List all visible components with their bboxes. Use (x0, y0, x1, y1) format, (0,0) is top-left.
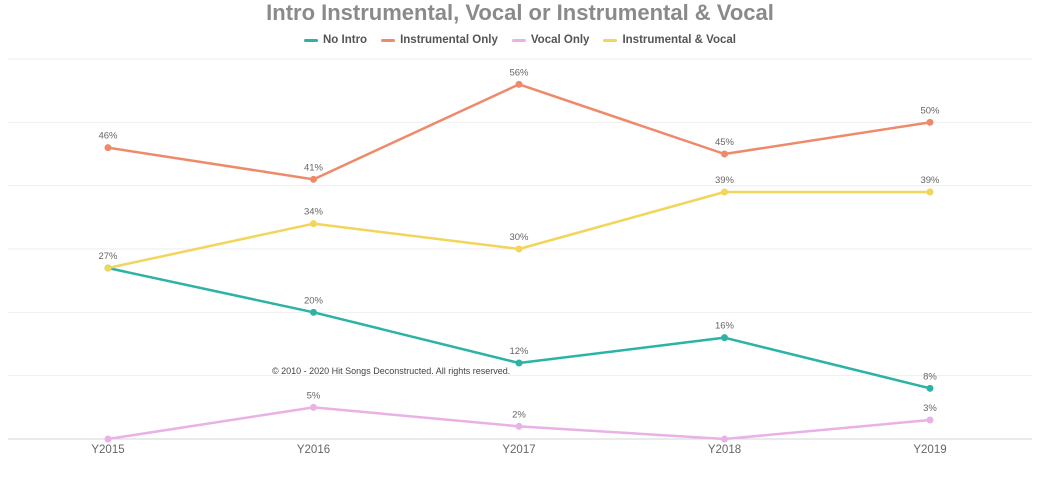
x-tick-label: Y2016 (297, 444, 330, 456)
data-point-no-intro (310, 308, 317, 316)
legend-item-instrumental-only[interactable]: Instrumental Only (381, 34, 498, 46)
data-label-instrumental-only: 45% (715, 137, 735, 148)
x-tick-label: Y2019 (913, 444, 946, 456)
data-label-instrumental-only: 56% (509, 67, 529, 78)
data-label-vocal-only: 5% (307, 390, 321, 401)
data-label-instrumental-and-vocal: 27% (98, 251, 118, 262)
data-point-instrumental-and-vocal (310, 220, 317, 228)
data-label-instrumental-and-vocal: 30% (509, 232, 529, 243)
data-label-instrumental-only: 50% (920, 105, 940, 116)
series-line-instrumental-only (107, 83, 931, 181)
data-point-instrumental-and-vocal (721, 188, 728, 196)
data-label-instrumental-only: 46% (98, 131, 118, 142)
legend-swatch-vocal-only (511, 38, 526, 42)
legend-swatch-instrumental-only (381, 38, 396, 42)
chart-title: Intro Instrumental, Vocal or Instrumenta… (266, 0, 774, 25)
series-line-instrumental-and-vocal (107, 190, 930, 270)
data-point-no-intro (926, 384, 934, 392)
data-label-instrumental-and-vocal: 39% (715, 175, 735, 186)
data-point-instrumental-and-vocal (926, 188, 934, 196)
data-point-instrumental-and-vocal (515, 245, 523, 253)
data-label-vocal-only: 3% (923, 403, 937, 414)
x-tick-label: Y2017 (502, 444, 535, 456)
copyright-watermark: © 2010 - 2020 Hit Songs Deconstructed. A… (272, 366, 511, 376)
data-label-vocal-only: 2% (512, 409, 526, 420)
data-point-vocal-only (310, 403, 317, 411)
data-label-no-intro: 8% (923, 371, 937, 382)
data-label-no-intro: 20% (304, 295, 324, 306)
legend-swatch-no-intro (304, 38, 318, 42)
data-label-no-intro: 16% (715, 321, 735, 332)
legend-label-vocal-only: Vocal Only (530, 34, 590, 46)
series-line-no-intro (107, 266, 931, 390)
data-point-no-intro (515, 359, 523, 367)
data-point-vocal-only (721, 435, 728, 443)
legend-label-instrumental-vocal: Instrumental & Vocal (622, 34, 736, 46)
data-point-instrumental-and-vocal (104, 264, 112, 272)
legend: No Intro Instrumental Only Vocal Only In… (0, 34, 1040, 46)
data-point-instrumental-only (926, 118, 934, 126)
data-point-vocal-only (926, 416, 934, 424)
data-point-instrumental-only (721, 150, 728, 158)
data-point-instrumental-only (104, 144, 112, 152)
data-point-no-intro (721, 334, 728, 342)
x-tick-label: Y2018 (708, 444, 741, 456)
data-point-vocal-only (515, 422, 523, 430)
legend-item-instrumental-vocal[interactable]: Instrumental & Vocal (603, 34, 736, 46)
data-label-no-intro: 12% (509, 346, 529, 357)
legend-item-no-intro[interactable]: No Intro (304, 34, 367, 46)
data-point-instrumental-only (310, 175, 317, 183)
data-point-vocal-only (104, 435, 112, 443)
legend-label-instrumental-only: Instrumental Only (400, 34, 498, 46)
x-tick-label: Y2015 (91, 444, 124, 456)
data-label-instrumental-and-vocal: 34% (304, 207, 324, 218)
legend-item-vocal-only[interactable]: Vocal Only (511, 34, 590, 46)
data-point-instrumental-only (515, 80, 523, 88)
data-label-instrumental-and-vocal: 39% (920, 175, 940, 186)
legend-swatch-instrumental-vocal (603, 38, 618, 42)
legend-label-no-intro: No Intro (323, 34, 368, 46)
data-label-instrumental-only: 41% (304, 162, 324, 173)
